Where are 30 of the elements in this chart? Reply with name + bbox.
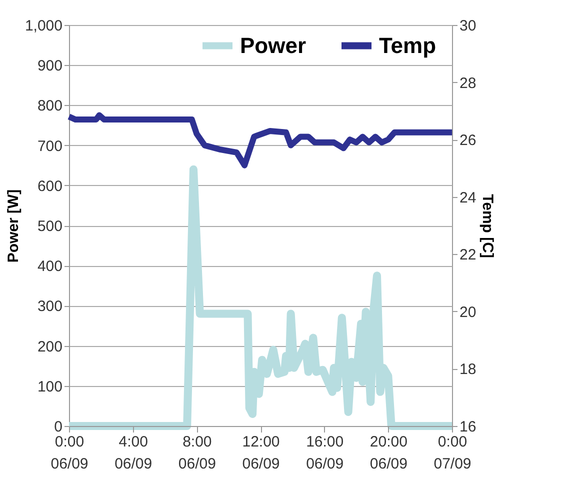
y-tick-label: 200 xyxy=(37,338,62,356)
y2-axis-title: Temp [C] xyxy=(479,194,496,258)
legend-label: Power xyxy=(240,32,306,58)
y2-tick-label: 30 xyxy=(460,18,476,34)
y-tick-label: 1,000 xyxy=(24,18,62,34)
x-tick-label: 16:00 06/09 xyxy=(306,434,344,472)
y2-tick-label: 20 xyxy=(460,304,476,321)
x-tick-label: 0:00 06/09 xyxy=(50,434,88,472)
y2-tick-label: 22 xyxy=(460,246,476,264)
y2-tick-label: 26 xyxy=(460,132,476,150)
y-tick-label: 100 xyxy=(37,378,62,396)
y-tick-label: 400 xyxy=(37,258,62,276)
y-tick-label: 0 xyxy=(54,418,62,436)
y-tick-label: 700 xyxy=(37,138,62,155)
y2-tick-label: 28 xyxy=(460,74,476,92)
x-tick-label: 12:00 06/09 xyxy=(242,434,280,472)
x-tick-label: 0:00 07/09 xyxy=(434,434,472,472)
y-tick-label: 800 xyxy=(37,98,62,115)
y-tick-label: 300 xyxy=(37,298,62,316)
x-tick-label: 4:00 06/09 xyxy=(114,434,152,472)
x-tick-label: 8:00 06/09 xyxy=(178,434,216,472)
x-tick-label: 20:00 06/09 xyxy=(370,434,408,472)
legend-label: Temp xyxy=(379,32,436,58)
y-axis-title: Power [W] xyxy=(4,189,22,263)
y2-tick-label: 24 xyxy=(460,189,476,206)
y2-tick-label: 18 xyxy=(460,361,476,378)
y-tick-label: 600 xyxy=(37,178,62,195)
y-tick-label: 900 xyxy=(37,58,62,75)
y-tick-label: 500 xyxy=(37,218,62,235)
y2-tick-label: 16 xyxy=(460,418,476,436)
